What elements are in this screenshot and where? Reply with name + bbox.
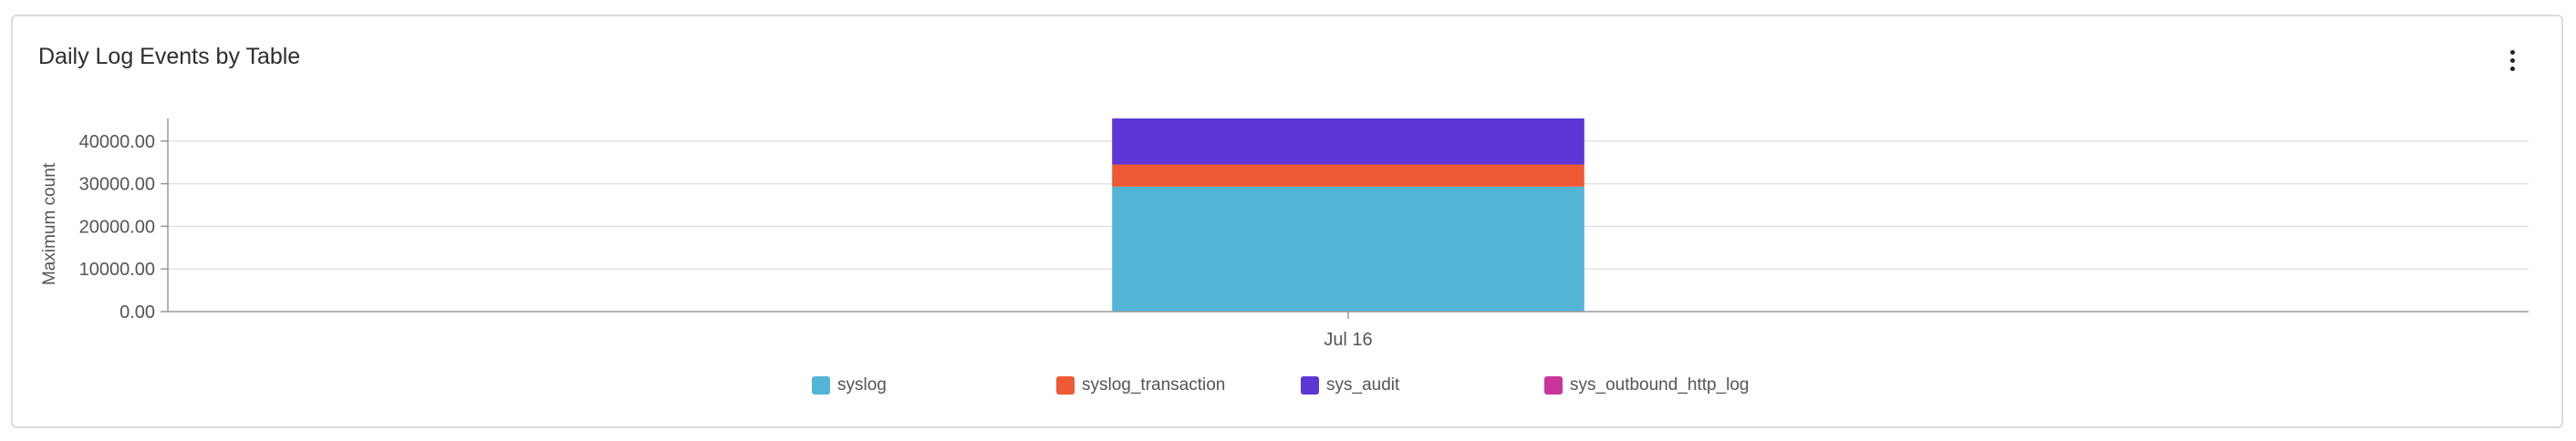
legend-item-sys-outbound-http-log[interactable]: sys_outbound_http_log [1544, 375, 1750, 395]
legend-item-sys-audit[interactable]: sys_audit [1301, 375, 1399, 395]
y-axis-label: Maximum count [40, 162, 59, 285]
legend-label: syslog_transaction [1082, 375, 1226, 395]
legend-swatch [1301, 376, 1319, 395]
bar-segment-syslog[interactable] [1112, 186, 1584, 312]
bar-segment-syslog-transaction[interactable] [1112, 164, 1584, 187]
y-tick-label: 0.00 [119, 303, 155, 323]
card-title: Daily Log Events by Table [38, 44, 301, 69]
y-tick-label: 30000.00 [79, 175, 155, 195]
axes: 0.00 10000.00 20000.00 30000.00 40000.00 Jul … [79, 118, 2529, 350]
legend-swatch [1056, 376, 1075, 395]
legend-swatch [1544, 376, 1563, 395]
y-tick-label: 10000.00 [79, 260, 155, 280]
bars [1112, 118, 1584, 312]
legend-label: syslog [837, 375, 887, 395]
y-tick-label: 40000.00 [79, 132, 155, 152]
legend-item-syslog-transaction[interactable]: syslog_transaction [1056, 375, 1225, 395]
bar-segment-sys-audit[interactable] [1112, 118, 1584, 165]
legend-label: sys_outbound_http_log [1570, 375, 1750, 395]
kebab-dot [2509, 66, 2515, 71]
kebab-dot [2509, 57, 2515, 63]
kebab-dot [2509, 49, 2515, 55]
legend-item-syslog[interactable]: syslog [812, 375, 887, 395]
legend-swatch [812, 376, 830, 395]
x-tick-label: Jul 16 [1324, 330, 1372, 350]
y-tick-label: 20000.00 [79, 217, 155, 237]
more-options-icon[interactable] [2501, 44, 2523, 77]
legend-label: sys_audit [1326, 375, 1400, 395]
